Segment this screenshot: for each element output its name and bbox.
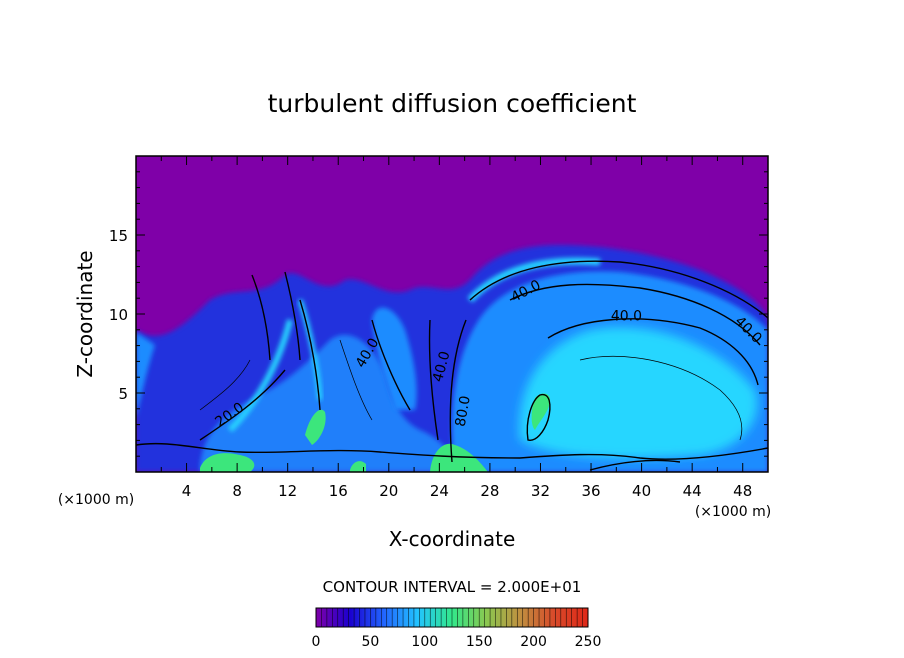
x-unit-right: (×1000 m) (695, 504, 771, 520)
contour-label: 40.0 (430, 350, 454, 384)
turbulent-field (136, 245, 768, 472)
y-axis: 5 10 15 (109, 171, 768, 457)
contour-interval-text: CONTOUR INTERVAL = 2.000E+01 (323, 578, 582, 596)
contour-line (589, 459, 681, 471)
field-peak-patch-2 (430, 443, 488, 472)
field-mid-plume-center (372, 307, 417, 410)
contour-line (199, 369, 286, 441)
contour-line (579, 355, 743, 441)
x-tick-label: 36 (581, 482, 600, 500)
contour-line (251, 274, 271, 361)
contour-line (299, 299, 321, 411)
contour-line (509, 283, 761, 346)
field-streak-1 (227, 319, 293, 433)
contour-line (428, 319, 439, 441)
y-tick-label: 5 (118, 385, 128, 403)
x-tick-label: 28 (480, 482, 499, 500)
x-tick-label: 8 (232, 482, 242, 500)
field-peak-patch-1 (200, 453, 255, 472)
colorbar: 0 50 100 150 200 250 (312, 607, 602, 650)
contour-line (136, 442, 768, 460)
field-high-core-right (519, 327, 758, 459)
contour-label: 80.0 (453, 395, 474, 428)
y-tick-label: 10 (109, 306, 128, 324)
x-tick-label: 48 (733, 482, 752, 500)
x-tick-label: 32 (531, 482, 550, 500)
contour-line (469, 260, 768, 319)
x-unit-left: (×1000 m) (58, 492, 134, 508)
contour-line (371, 319, 411, 411)
contour-line (449, 319, 467, 463)
x-tick-label: 20 (379, 482, 398, 500)
contour-lines (136, 260, 768, 471)
colorbar-tick-label: 50 (361, 634, 379, 650)
y-tick-label: 15 (109, 227, 128, 245)
colorbar-ticks: 0 50 100 150 200 250 (312, 634, 602, 650)
colorbar-tick-label: 200 (520, 634, 547, 650)
x-tick-label: 12 (278, 482, 297, 500)
contour-line (284, 271, 301, 361)
x-axis-label: X-coordinate (389, 527, 516, 551)
plot-area: 40.040.0 40.040.040.080.020.0 (136, 156, 768, 472)
contour-label: 40.0 (611, 308, 642, 324)
x-tick-label: 44 (683, 482, 702, 500)
colorbar-tick-label: 150 (466, 634, 493, 650)
field-mid-region-left (200, 334, 460, 472)
contour-line (526, 393, 551, 441)
colorbar-frame (315, 607, 589, 628)
x-tick-label: 40 (632, 482, 651, 500)
x-axis: 4 8 12 16 20 24 28 32 36 40 44 48 (160, 156, 752, 500)
x-tick-label: 16 (329, 482, 348, 500)
colorbar-tick-label: 250 (575, 634, 602, 650)
field-peak-spot-right (531, 393, 551, 430)
field-peak-patch-3 (305, 409, 326, 445)
x-tick-label: 24 (430, 482, 449, 500)
field-peak-patch-4 (350, 461, 366, 472)
x-tick-label: 4 (182, 482, 192, 500)
contour-line (339, 339, 373, 421)
field-left-edge-plume (136, 332, 155, 420)
contour-lines-thin (199, 339, 743, 441)
contour-line (199, 359, 251, 411)
colorbar-tick-label: 0 (312, 634, 321, 650)
colorbar-tick-label: 100 (411, 634, 438, 650)
chart-title: turbulent diffusion coefficient (268, 89, 637, 118)
contour-line (547, 318, 759, 386)
y-axis-label: Z-coordinate (73, 250, 97, 377)
